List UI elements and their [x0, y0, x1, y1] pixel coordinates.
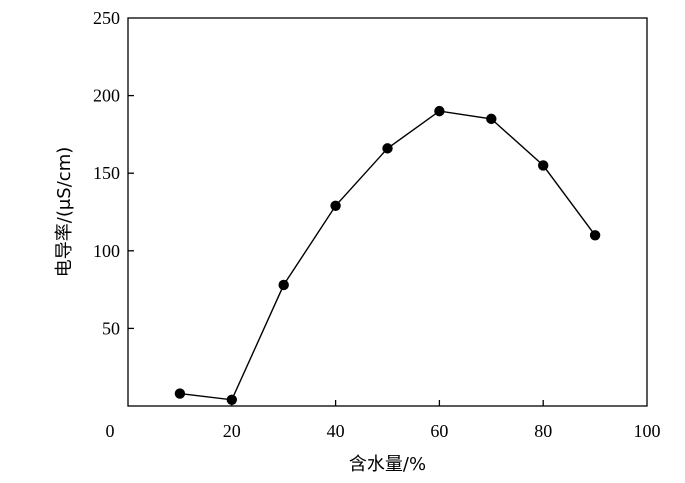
y-tick-label: 150	[93, 163, 120, 183]
x-tick-label: 80	[534, 421, 552, 441]
x-axis-title: 含水量/%	[349, 454, 426, 475]
y-tick-label: 50	[102, 318, 120, 338]
data-point	[330, 200, 341, 211]
x-tick-label: 60	[430, 421, 448, 441]
plot-frame	[127, 17, 648, 407]
axis-ticks	[128, 94, 544, 406]
x-tick-label: 20	[223, 421, 241, 441]
series-line	[179, 110, 596, 401]
data-point	[434, 105, 445, 117]
data-points	[174, 105, 601, 405]
data-point	[589, 230, 601, 241]
x-tick-label: 40	[327, 421, 345, 441]
data-point	[382, 143, 393, 154]
data-point	[278, 279, 289, 291]
data-point	[226, 394, 237, 405]
y-tick-label: 250	[93, 8, 120, 28]
y-axis-title: 电导率/(μS/cm)	[54, 147, 75, 277]
x-tick-label: 0	[106, 421, 115, 441]
data-point	[486, 113, 497, 125]
tick-labels: 0 20 40 60 80 100 50 100 150 200 250	[93, 8, 661, 441]
y-tick-label: 100	[93, 241, 120, 261]
data-point	[538, 160, 549, 171]
y-tick-label: 200	[93, 86, 120, 106]
data-point	[174, 388, 186, 399]
x-tick-label: 100	[634, 421, 661, 441]
